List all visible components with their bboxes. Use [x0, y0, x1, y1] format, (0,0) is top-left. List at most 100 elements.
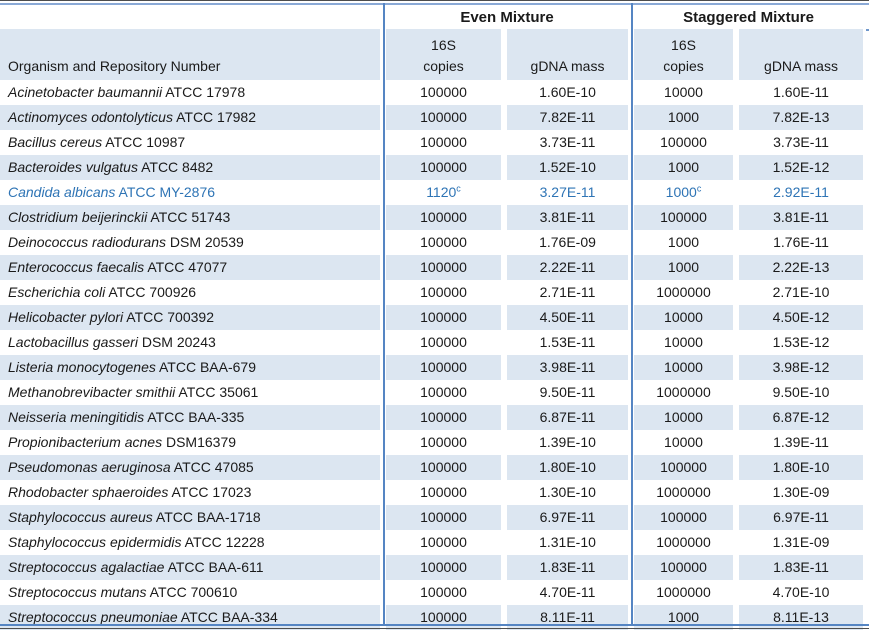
- organism-cell: Pseudomonas aeruginosa ATCC 47085: [0, 455, 383, 480]
- staggered-copies-value: 10000: [664, 334, 703, 350]
- staggered-gdna-mass-cell: 3.81E-11: [736, 205, 866, 230]
- even-gdna-mass-cell: 1.31E-10: [504, 530, 631, 555]
- staggered-gdna-mass-cell: 2.92E-11: [736, 180, 866, 205]
- staggered-copies-value: 1000: [667, 609, 700, 625]
- staggered-mixture-header: Staggered Mixture: [631, 5, 866, 29]
- staggered-gdna-mass-cell: 2.22E-13: [736, 255, 866, 280]
- even-16s-copies-cell: 100000: [383, 205, 504, 230]
- table-row: Neisseria meningitidis ATCC BAA-335 1000…: [0, 405, 866, 430]
- staggered-16s-copies-cell: 100000: [631, 555, 736, 580]
- repository-number: ATCC 700392: [126, 309, 214, 325]
- even-gdna-mass-cell: 4.50E-11: [504, 305, 631, 330]
- even-gdna-mass-cell: 8.11E-11: [504, 605, 631, 630]
- even-gdna-mass-cell: 3.27E-11: [504, 180, 631, 205]
- even-copies-value: 100000: [420, 309, 467, 325]
- organism-scientific-name: Candida albicans: [8, 184, 116, 200]
- organism-cell: Helicobacter pylori ATCC 700392: [0, 305, 383, 330]
- even-16s-copies-cell: 100000: [383, 605, 504, 630]
- even-copies-value: 100000: [420, 584, 467, 600]
- table-row: Propionibacterium acnes DSM16379 100000 …: [0, 430, 866, 455]
- staggered-16s-copies-cell: 10000: [631, 355, 736, 380]
- staggered-gdna-mass-cell: 9.50E-10: [736, 380, 866, 405]
- organism-cell: Streptococcus pneumoniae ATCC BAA-334: [0, 605, 383, 630]
- organism-scientific-name: Acinetobacter baumannii: [8, 84, 163, 100]
- repository-number: ATCC 47085: [173, 459, 254, 475]
- organism-scientific-name: Bacteroides vulgatus: [8, 159, 138, 175]
- even-16s-copies-cell: 100000: [383, 80, 504, 105]
- even-gdna-mass-cell: 4.70E-11: [504, 580, 631, 605]
- staggered-gdna-mass-cell: 1.83E-11: [736, 555, 866, 580]
- repository-number: ATCC 12228: [184, 534, 265, 550]
- even-copies-value: 100000: [420, 84, 467, 100]
- organism-cell: Staphylococcus epidermidis ATCC 12228: [0, 530, 383, 555]
- staggered-16s-copies-cell: 1000000: [631, 280, 736, 305]
- organism-scientific-name: Actinomyces odontolyticus: [8, 109, 173, 125]
- even-copies-value: 100000: [420, 159, 467, 175]
- staggered-gdna-mass-cell: 7.82E-13: [736, 105, 866, 130]
- even-copies-value: 100000: [420, 609, 467, 625]
- even-gdna-mass-cell: 1.60E-10: [504, 80, 631, 105]
- staggered-16s-copies-cell: 100000: [631, 505, 736, 530]
- even-16s-copies-cell: 100000: [383, 105, 504, 130]
- table-row: Acinetobacter baumannii ATCC 17978 10000…: [0, 80, 866, 105]
- staggered-16s-copies-cell: 1000: [631, 105, 736, 130]
- repository-number: ATCC 700610: [149, 584, 238, 600]
- organism-scientific-name: Propionibacterium acnes: [8, 434, 163, 450]
- even-gdna-mass-cell: 6.97E-11: [504, 505, 631, 530]
- even-gdna-mass-cell: 1.30E-10: [504, 480, 631, 505]
- even-16s-copies-cell: 100000: [383, 230, 504, 255]
- even-copies-value: 100000: [420, 284, 467, 300]
- organism-scientific-name: Escherichia coli: [8, 284, 106, 300]
- staggered-gdna-mass-cell: 4.50E-12: [736, 305, 866, 330]
- even-16s-copies-cell: 100000: [383, 355, 504, 380]
- even-16s-copies-cell: 100000: [383, 505, 504, 530]
- even-copies-label: copies: [423, 58, 464, 74]
- staggered-16s-copies-cell: 1000000: [631, 480, 736, 505]
- staggered-copies-value: 1000000: [656, 384, 711, 400]
- staggered-16s-copies-cell: 1000: [631, 155, 736, 180]
- repository-number: ATCC BAA-1718: [155, 509, 261, 525]
- organism-cell: Staphylococcus aureus ATCC BAA-1718: [0, 505, 383, 530]
- table-row: Lactobacillus gasseri DSM 20243 100000 1…: [0, 330, 866, 355]
- staggered-16s-copies-cell: 10000: [631, 430, 736, 455]
- table-row: Enterococcus faecalis ATCC 47077 100000 …: [0, 255, 866, 280]
- organism-scientific-name: Staphylococcus aureus: [8, 509, 153, 525]
- staggered-16s-copies-cell: 100000: [631, 455, 736, 480]
- table-row: Bacillus cereus ATCC 10987 100000 3.73E-…: [0, 130, 866, 155]
- even-gdna-mass-header: gDNA mass: [504, 29, 631, 80]
- vertical-divider-even: [383, 3, 385, 625]
- even-copies-value: 100000: [420, 134, 467, 150]
- organism-cell: Actinomyces odontolyticus ATCC 17982: [0, 105, 383, 130]
- staggered-copies-value: 1000000: [656, 484, 711, 500]
- table-row: Rhodobacter sphaeroides ATCC 17023 10000…: [0, 480, 866, 505]
- repository-number: ATCC BAA-611: [167, 559, 264, 575]
- even-copies-value: 100000: [420, 234, 467, 250]
- even-16s-copies-cell: 100000: [383, 155, 504, 180]
- even-gdna-mass-cell: 3.73E-11: [504, 130, 631, 155]
- even-gdna-mass-cell: 3.98E-11: [504, 355, 631, 380]
- even-copies-value: 100000: [420, 334, 467, 350]
- staggered-copies-value: 100000: [660, 509, 707, 525]
- staggered-copies-value: 10000: [664, 409, 703, 425]
- organism-scientific-name: Clostridium beijerinckii: [8, 209, 148, 225]
- table-row: Methanobrevibacter smithii ATCC 35061 10…: [0, 380, 866, 405]
- staggered-gdna-mass-cell: 8.11E-13: [736, 605, 866, 630]
- even-16s-copies-cell: 100000: [383, 530, 504, 555]
- staggered-copies-value: 1000: [667, 109, 700, 125]
- staggered-16s-copies-cell: 1000: [631, 605, 736, 630]
- even-copies-value: 100000: [420, 209, 467, 225]
- even-gdna-mass-cell: 6.87E-11: [504, 405, 631, 430]
- organism-cell: Acinetobacter baumannii ATCC 17978: [0, 80, 383, 105]
- staggered-copies-value: 100000: [660, 134, 707, 150]
- table-row: Staphylococcus epidermidis ATCC 12228 10…: [0, 530, 866, 555]
- organism-column-header: Organism and Repository Number: [0, 29, 383, 80]
- organism-scientific-name: Bacillus cereus: [8, 134, 103, 150]
- staggered-16s-copies-cell: 10000: [631, 80, 736, 105]
- organism-cell: Clostridium beijerinckii ATCC 51743: [0, 205, 383, 230]
- table-row: Staphylococcus aureus ATCC BAA-1718 1000…: [0, 505, 866, 530]
- even-gdna-mass-cell: 1.83E-11: [504, 555, 631, 580]
- staggered-16s-label: 16S: [671, 37, 696, 53]
- repository-number: ATCC BAA-679: [159, 359, 256, 375]
- table-row: Clostridium beijerinckii ATCC 51743 1000…: [0, 205, 866, 230]
- organism-cell: Rhodobacter sphaeroides ATCC 17023: [0, 480, 383, 505]
